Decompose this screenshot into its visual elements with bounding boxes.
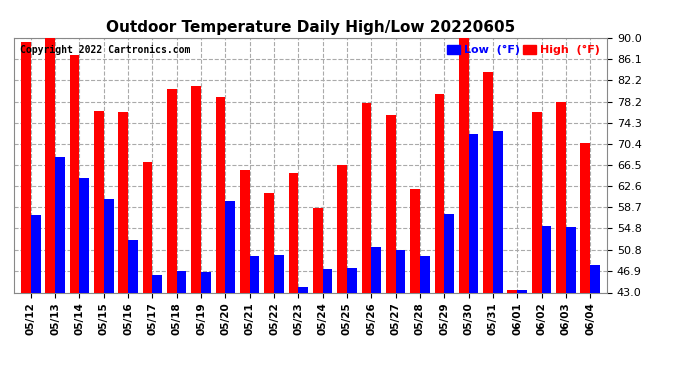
Bar [493, 131, 502, 292]
Bar [274, 255, 284, 292]
Bar [580, 143, 590, 292]
Bar [119, 112, 128, 292]
Bar [347, 268, 357, 292]
Bar [386, 114, 395, 292]
Bar [323, 269, 333, 292]
Bar [532, 112, 542, 292]
Bar [313, 209, 323, 292]
Bar [216, 97, 226, 292]
Bar [298, 286, 308, 292]
Bar [362, 103, 371, 292]
Bar [395, 250, 405, 292]
Bar [70, 55, 79, 292]
Bar [444, 214, 454, 292]
Bar [79, 178, 89, 292]
Bar [435, 94, 444, 292]
Bar [191, 86, 201, 292]
Title: Outdoor Temperature Daily High/Low 20220605: Outdoor Temperature Daily High/Low 20220… [106, 20, 515, 35]
Bar [143, 162, 152, 292]
Bar [542, 226, 551, 292]
Bar [167, 88, 177, 292]
Bar [21, 42, 31, 292]
Bar [459, 36, 469, 292]
Bar [371, 247, 381, 292]
Bar [177, 272, 186, 292]
Bar [201, 272, 210, 292]
Bar [264, 193, 274, 292]
Bar [152, 275, 162, 292]
Bar [240, 170, 250, 292]
Bar [104, 199, 114, 292]
Bar [46, 31, 55, 292]
Bar [590, 266, 600, 292]
Bar [226, 201, 235, 292]
Text: Copyright 2022 Cartronics.com: Copyright 2022 Cartronics.com [20, 45, 190, 55]
Bar [55, 157, 65, 292]
Bar [411, 189, 420, 292]
Bar [128, 240, 138, 292]
Bar [518, 290, 527, 292]
Bar [94, 111, 104, 292]
Bar [420, 256, 430, 292]
Legend: Low  (°F), High  (°F): Low (°F), High (°F) [444, 43, 602, 58]
Bar [31, 215, 41, 292]
Bar [507, 290, 518, 292]
Bar [288, 173, 298, 292]
Bar [566, 227, 575, 292]
Bar [556, 102, 566, 292]
Bar [469, 134, 478, 292]
Bar [337, 165, 347, 292]
Bar [483, 72, 493, 292]
Bar [250, 256, 259, 292]
